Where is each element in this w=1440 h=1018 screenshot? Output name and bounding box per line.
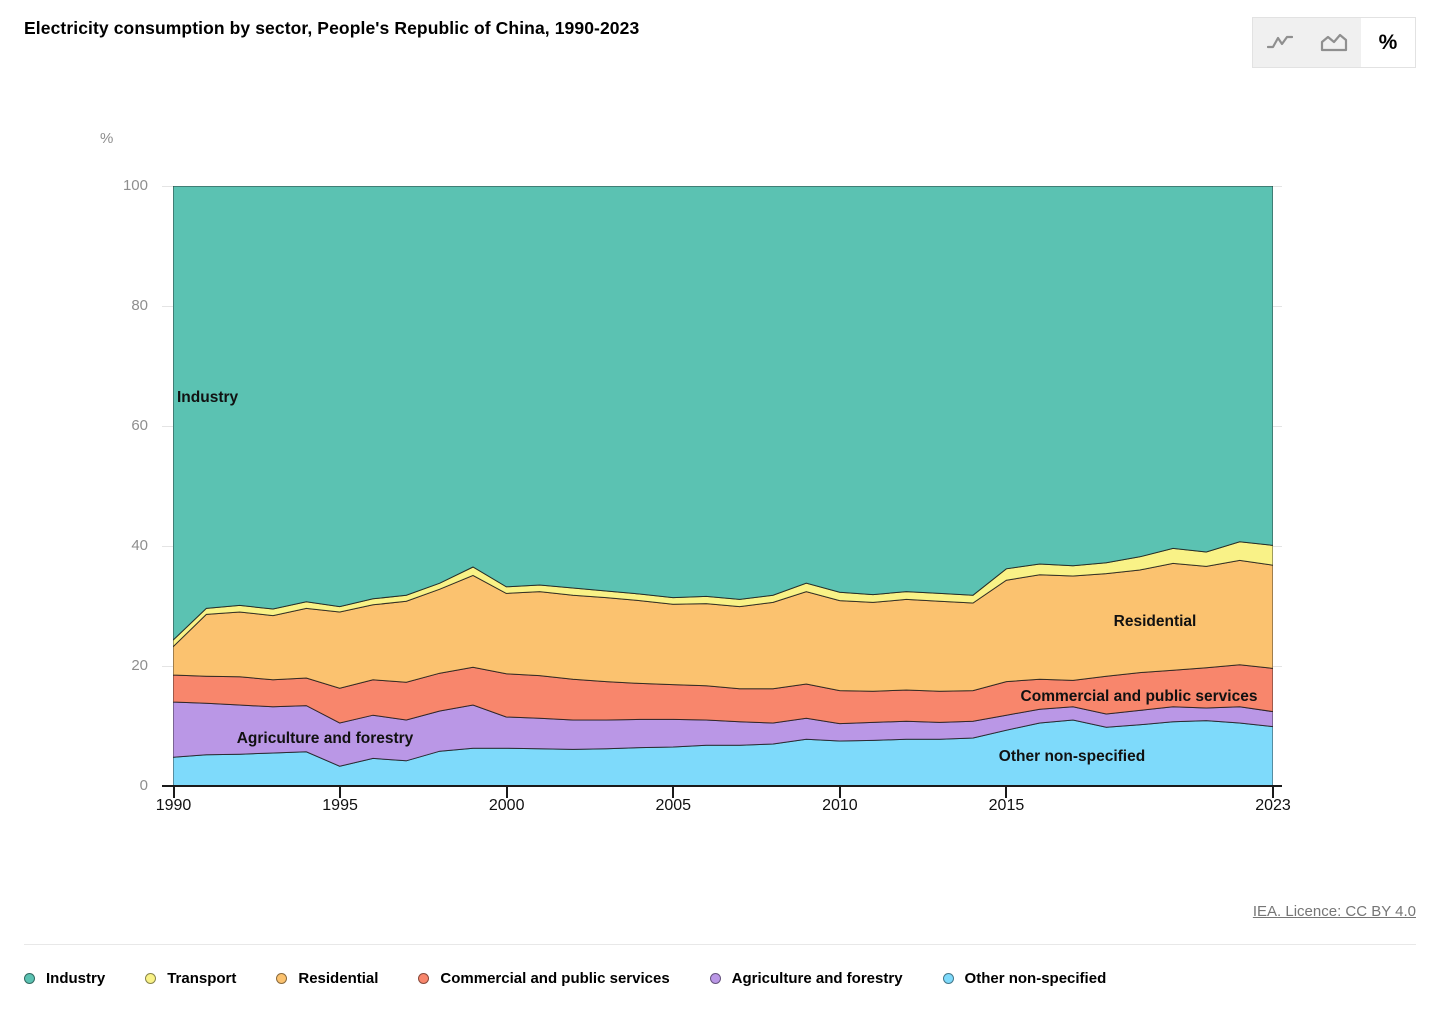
legend-item-transport[interactable]: Transport — [145, 970, 236, 987]
legend-item-residential[interactable]: Residential — [276, 970, 378, 987]
x-tick-label-1995: 1995 — [322, 797, 358, 814]
legend-dot — [942, 972, 954, 984]
y-tick-label-60: 60 — [131, 417, 148, 434]
legend-dot — [709, 972, 721, 984]
legend-dot — [145, 972, 157, 984]
x-tick-label-2015: 2015 — [988, 797, 1025, 814]
x-tick-label-2005: 2005 — [655, 797, 692, 814]
legend-label: Other non-specified — [964, 969, 1107, 987]
area-label-industry: Industry — [177, 389, 239, 406]
area-industry[interactable] — [173, 186, 1273, 640]
legend-label: Residential — [298, 969, 379, 987]
legend-item-other-non-specified[interactable]: Other non-specified — [942, 969, 1107, 987]
x-tick-label-2023: 2023 — [1255, 797, 1291, 814]
x-tick-label-2000: 2000 — [488, 797, 525, 814]
y-tick-label-20: 20 — [131, 657, 148, 674]
y-tick-label-100: 100 — [122, 177, 148, 194]
y-tick-label-40: 40 — [131, 537, 148, 554]
y-tick-label-0: 0 — [139, 777, 148, 794]
legend-label: Commercial and public services — [440, 969, 670, 987]
area-chart-toggle-button[interactable] — [1307, 18, 1361, 67]
x-tick-2000 — [505, 786, 508, 798]
legend-item-agriculture-and-forestry[interactable]: Agriculture and forestry — [709, 969, 903, 987]
y-axis-unit: % — [100, 130, 114, 147]
legend-dot — [24, 972, 35, 984]
legend-label: Agriculture and forestry — [731, 969, 903, 987]
legend-item-commercial-and-public-services[interactable]: Commercial and public services — [418, 969, 670, 987]
y-tick-label-80: 80 — [131, 297, 148, 314]
line-chart-icon — [1267, 35, 1293, 48]
x-tick-1995 — [339, 786, 342, 798]
legend-dot — [276, 972, 288, 984]
legend-label: Transport — [167, 969, 237, 987]
attribution: IEA. Licence: CC BY 4.0 — [1253, 903, 1416, 920]
percent-toggle-button[interactable]: % — [1361, 18, 1415, 67]
attribution-link[interactable]: IEA. Licence: CC BY 4.0 — [1252, 903, 1416, 920]
x-tick-2010 — [838, 786, 841, 798]
percent-icon: % — [1378, 30, 1398, 54]
x-tick-1990 — [172, 786, 175, 798]
x-tick-label-1990: 1990 — [155, 797, 192, 814]
area-label-other-non-specified: Other non-specified — [998, 748, 1146, 765]
plot-area[interactable] — [173, 186, 1273, 786]
area-label-commercial-and-public-services: Commercial and public services — [1020, 688, 1258, 705]
x-tick-2023 — [1272, 786, 1274, 798]
legend-divider — [24, 944, 1416, 945]
line-chart-toggle-button[interactable] — [1253, 18, 1307, 67]
legend: Industry Transport Residential Commercial a… — [24, 964, 1106, 992]
legend-item-industry[interactable]: Industry — [24, 970, 105, 987]
x-axis-line — [162, 785, 1282, 787]
chart-type-toggle: % — [1252, 17, 1416, 68]
legend-label: Industry — [46, 969, 106, 987]
x-tick-label-2010: 2010 — [822, 797, 858, 814]
area-chart-icon — [1320, 33, 1348, 51]
x-tick-2005 — [672, 786, 675, 798]
x-tick-2015 — [1005, 786, 1008, 798]
area-label-agriculture-and-forestry: Agriculture and forestry — [236, 730, 414, 747]
page-title: Electricity consumption by sector, Peopl… — [24, 18, 640, 38]
legend-dot — [418, 972, 430, 984]
area-label-residential: Residential — [1113, 613, 1197, 630]
